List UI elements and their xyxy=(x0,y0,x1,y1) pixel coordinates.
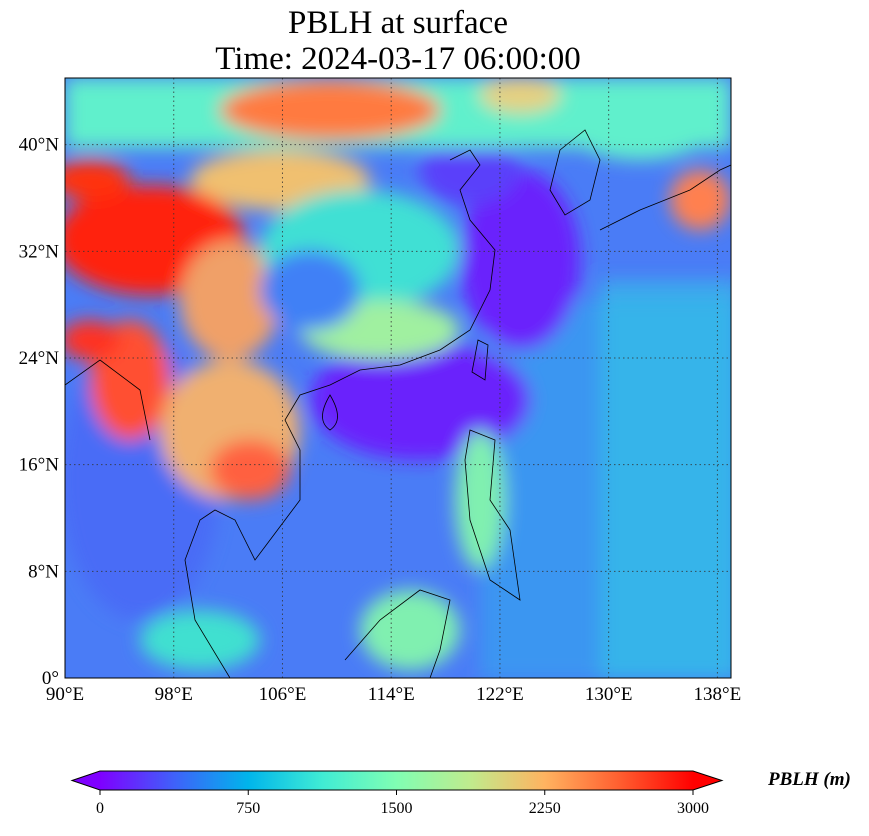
lon-tick-label: 114°E xyxy=(368,684,415,705)
lon-tick-label: 106°E xyxy=(259,684,307,705)
colorbar-gradient xyxy=(100,771,693,790)
chart-subtitle-time: Time: 2024-03-17 06:00:00 xyxy=(215,41,581,77)
lat-tick-label: 8°N xyxy=(28,561,59,582)
lat-tick-label: 16°N xyxy=(19,455,60,476)
gridlines xyxy=(65,78,731,678)
lon-tick-label: 130°E xyxy=(585,684,633,705)
colorbar-tick-label: 2250 xyxy=(529,800,561,817)
lon-tick-label: 138°E xyxy=(694,684,742,705)
lat-tick-label: 32°N xyxy=(19,241,60,262)
lat-tick-label: 40°N xyxy=(19,135,60,156)
map-frame xyxy=(64,77,732,679)
lat-tick-label: 24°N xyxy=(19,348,60,369)
colorbar-label: PBLH (m) xyxy=(768,769,851,790)
coastlines xyxy=(65,129,731,678)
lat-axis: 0° 8°N 16°N 24°N 32°N 40°N xyxy=(19,135,60,689)
colorbar-extend-min xyxy=(72,771,100,790)
colorbar-tick-label: 0 xyxy=(96,800,104,817)
chart-title: PBLH at surface xyxy=(288,5,508,41)
lon-tick-label: 90°E xyxy=(46,684,84,705)
lon-axis: 90°E 98°E 106°E 114°E 122°E 130°E 138°E xyxy=(46,684,741,705)
pblh-field xyxy=(65,78,731,678)
lat-tick-label: 0° xyxy=(42,668,59,689)
lon-tick-label: 122°E xyxy=(476,684,524,705)
colorbar: 0 750 1500 2250 3000 xyxy=(70,770,724,817)
colorbar-tick-label: 1500 xyxy=(381,800,413,817)
colorbar-tick-label: 750 xyxy=(236,800,260,817)
colorbar-tick-label: 3000 xyxy=(677,800,709,817)
colorbar-extend-max xyxy=(693,771,722,790)
lon-tick-label: 98°E xyxy=(155,684,193,705)
